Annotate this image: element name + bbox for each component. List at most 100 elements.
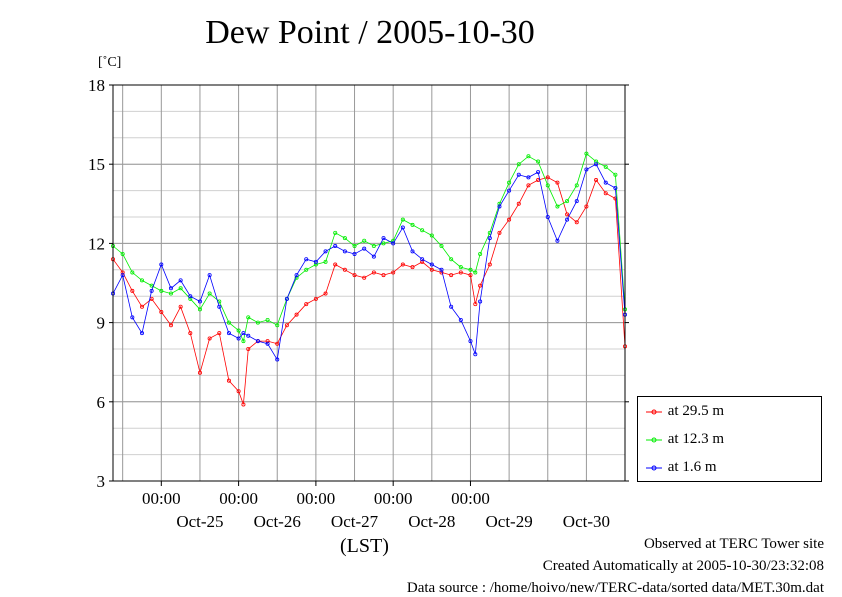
data-point [178,286,183,291]
data-point [565,212,570,217]
data-point [410,265,415,270]
legend-item-1-6m: at 1.6 m [646,457,717,477]
data-point [478,251,483,256]
data-point [613,185,618,190]
data-point [555,180,560,185]
data-point [352,244,357,249]
data-point [574,199,579,204]
data-point [478,283,483,288]
data-point [574,220,579,225]
data-point [458,317,463,322]
data-point [613,172,618,177]
data-point [304,267,309,272]
data-point [294,312,299,317]
data-point [594,159,599,164]
legend-marker-red [646,409,662,415]
data-point [294,273,299,278]
data-point [241,402,246,407]
data-point [468,273,473,278]
data-point [197,307,202,312]
y-tick-label: 15 [88,155,105,174]
data-point [603,191,608,196]
y-tick-label: 18 [88,76,105,95]
x-axis-label: (LST) [340,535,389,557]
data-point [178,278,183,283]
data-point [458,265,463,270]
data-point [159,310,164,315]
data-point [246,315,251,320]
data-point [178,304,183,309]
data-point [217,331,222,336]
data-point [188,331,193,336]
data-point [207,336,212,341]
data-point [323,259,328,264]
data-point [342,236,347,241]
data-point [159,288,164,293]
data-point [381,241,386,246]
data-point [236,336,241,341]
data-point [420,228,425,233]
data-point [333,244,338,249]
data-point [478,299,483,304]
data-point [497,204,502,209]
data-point [468,267,473,272]
data-point [391,241,396,246]
data-point [313,259,318,264]
data-point [362,246,367,251]
x-date-label: Oct-29 [486,512,533,531]
data-point [603,180,608,185]
data-point [120,251,125,256]
x-date-label: Oct-30 [563,512,610,531]
data-point [139,304,144,309]
x-date-label: Oct-28 [408,512,455,531]
data-point [429,262,434,267]
data-point [130,288,135,293]
data-point [574,183,579,188]
x-date-label: Oct-27 [331,512,379,531]
data-point [516,201,521,206]
data-point [526,154,531,159]
data-point [226,320,231,325]
data-point [565,217,570,222]
footer-created: Created Automatically at 2005-10-30/23:3… [542,558,824,574]
data-point [507,188,512,193]
data-point [381,273,386,278]
data-point [555,238,560,243]
data-point [333,230,338,235]
data-point [188,296,193,301]
data-point [226,378,231,383]
data-point [449,257,454,262]
data-point [594,178,599,183]
data-point [217,304,222,309]
y-tick-label: 12 [88,234,105,253]
data-point [241,331,246,336]
data-point [507,180,512,185]
data-point [536,170,541,175]
y-tick-label: 3 [97,472,106,491]
data-point [188,294,193,299]
x-tick-label: 00:00 [142,489,181,508]
data-point [473,270,478,275]
data-point [207,273,212,278]
data-point [420,257,425,262]
data-point [168,291,173,296]
data-point [246,346,251,351]
y-axis-unit-label: [˚C] [98,55,122,70]
data-point [207,291,212,296]
data-point [197,370,202,375]
data-point [458,270,463,275]
data-point [352,273,357,278]
x-date-label: Oct-26 [254,512,301,531]
x-tick-label: 00:00 [297,489,336,508]
data-point [362,275,367,280]
data-point [246,333,251,338]
data-point [362,238,367,243]
data-point [391,270,396,275]
data-point [342,267,347,272]
data-point [420,259,425,264]
legend-item-29-5m: at 29.5 m [646,401,724,421]
data-point [584,204,589,209]
data-point [473,302,478,307]
data-point [275,357,280,362]
legend-marker-blue [646,465,662,471]
